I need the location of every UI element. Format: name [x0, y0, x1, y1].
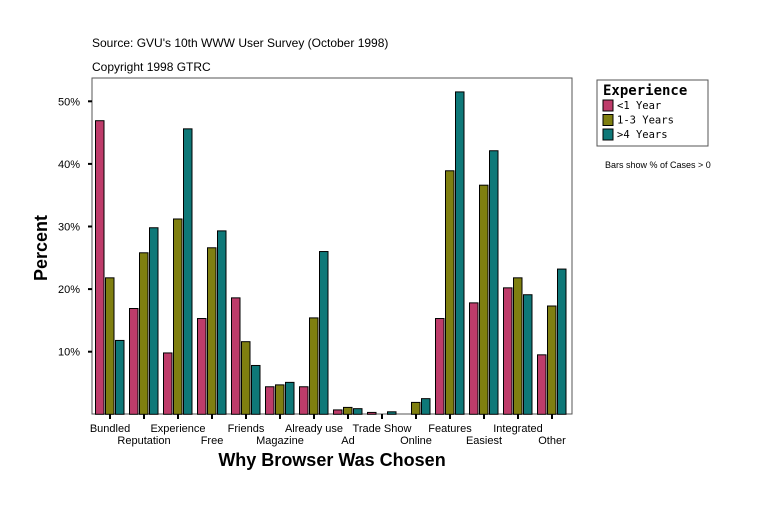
legend-swatch-1 — [602, 114, 614, 126]
bar-trade-show-0 — [367, 411, 377, 415]
x-tick-label: Integrated — [493, 423, 543, 435]
legend-swatch-2 — [602, 128, 614, 141]
y-tick-label: 40% — [58, 159, 80, 171]
bar-free-0 — [197, 318, 207, 415]
bar-reputation-1 — [139, 252, 149, 415]
y-tick-label: 30% — [58, 222, 80, 234]
bar-already-use-2 — [319, 251, 329, 415]
bar-already-use-0 — [299, 386, 309, 415]
x-tick-label: Friends — [228, 423, 265, 435]
x-tick-label: Free — [201, 435, 224, 447]
cases-note: Bars show % of Cases > 0 — [605, 160, 711, 170]
bar-friends-2 — [251, 364, 261, 415]
x-tick-label: Other — [538, 435, 566, 447]
bar-ad-1 — [343, 406, 353, 415]
x-axis-title: Why Browser Was Chosen — [218, 450, 445, 470]
x-tick-label: Online — [400, 435, 432, 447]
bar-features-1 — [445, 170, 455, 415]
bar-other-0 — [537, 354, 547, 415]
bar-bundled-1 — [105, 277, 115, 415]
x-tick-label: Bundled — [90, 423, 130, 435]
legend: Experience <1 Year 1-3 Years >4 Years — [596, 79, 709, 147]
bar-features-2 — [455, 91, 465, 415]
y-tick-label: 20% — [58, 284, 80, 296]
x-tick-label: Features — [428, 423, 472, 435]
legend-label-2: >4 Years — [617, 129, 668, 141]
x-tick-label: Ad — [341, 435, 354, 447]
bar-ad-2 — [353, 408, 363, 415]
bar-magazine-0 — [265, 386, 275, 415]
bar-magazine-2 — [285, 381, 295, 415]
bar-experience-2 — [183, 128, 193, 415]
bar-free-2 — [217, 230, 227, 415]
legend-box — [596, 79, 709, 147]
bar-trade-show-2 — [387, 411, 397, 415]
bar-easiest-2 — [489, 150, 499, 415]
x-tick-label: Easiest — [466, 435, 502, 447]
legend-label-0: <1 Year — [617, 100, 661, 112]
bar-integrated-0 — [503, 287, 513, 415]
bar-other-1 — [547, 305, 557, 415]
bar-friends-1 — [241, 341, 251, 415]
copyright-text: Copyright 1998 GTRC — [92, 60, 211, 74]
x-tick-label: Trade Show — [353, 423, 412, 435]
bar-experience-1 — [173, 218, 183, 415]
source-text: Source: GVU's 10th WWW User Survey (Octo… — [92, 36, 388, 50]
x-tick-label: Already use — [285, 423, 343, 435]
bar-reputation-2 — [149, 227, 159, 415]
bar-already-use-1 — [309, 317, 319, 415]
x-tick-label: Experience — [150, 423, 205, 435]
bar-easiest-0 — [469, 302, 479, 415]
bar-friends-0 — [231, 297, 241, 415]
y-axis: 10% 20% 30% 40% 50% — [58, 96, 92, 359]
bar-online-2 — [421, 398, 431, 415]
x-tick-label: Magazine — [256, 435, 304, 447]
bar-bundled-0 — [95, 120, 105, 415]
y-tick-label: 10% — [58, 347, 80, 359]
bar-ad-0 — [333, 409, 343, 415]
bar-online-1 — [411, 401, 421, 415]
bar-features-0 — [435, 318, 445, 415]
bar-experience-0 — [163, 352, 173, 415]
y-axis-title: Percent — [31, 215, 51, 281]
legend-label-1: 1-3 Years — [617, 115, 674, 127]
bar-reputation-0 — [129, 308, 139, 415]
legend-swatch-0 — [602, 99, 614, 112]
bar-integrated-2 — [523, 294, 533, 415]
bar-integrated-1 — [513, 277, 523, 415]
bar-easiest-1 — [479, 184, 489, 415]
legend-title: Experience — [603, 83, 687, 99]
bar-free-1 — [207, 247, 217, 415]
bar-other-2 — [557, 268, 567, 415]
bar-magazine-1 — [275, 384, 285, 415]
y-tick-label: 50% — [58, 96, 80, 108]
bar-bundled-2 — [115, 339, 125, 415]
x-tick-label: Reputation — [117, 435, 170, 447]
